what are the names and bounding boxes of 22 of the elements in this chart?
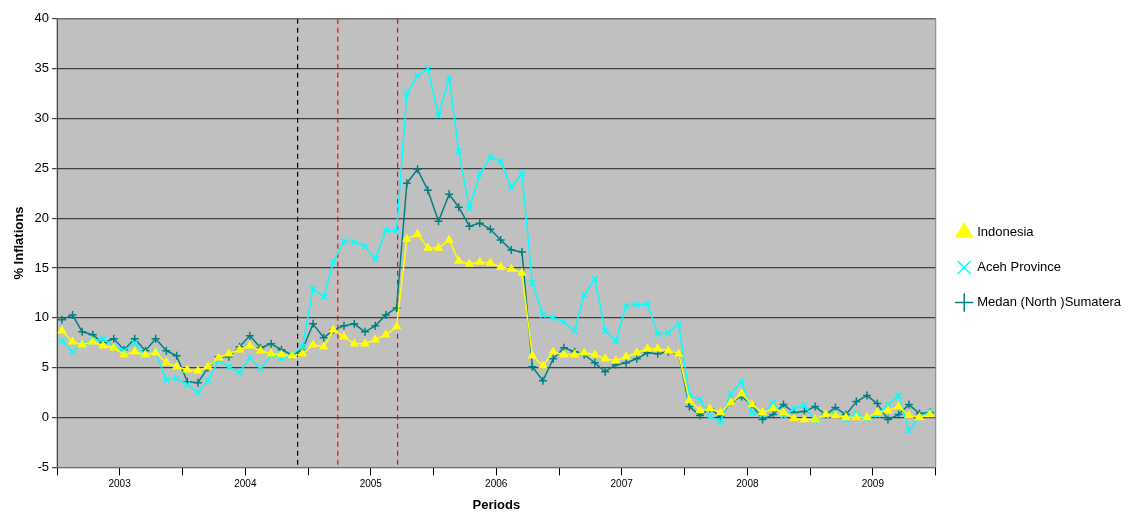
y-tick-label: 0 [41,409,50,425]
x-tick-label: 2007 [610,478,634,490]
y-tick-label: 25 [34,159,50,175]
y-tick-label: 15 [34,259,50,275]
x-tick-label: 2008 [736,478,759,490]
x-tick-label: 2003 [108,478,132,490]
x-axis-title: Periods [472,496,521,512]
y-tick-label: 5 [41,359,50,375]
y-tick-label: 30 [34,110,50,126]
y-tick-label: 10 [34,309,50,325]
legend-label: Aceh Province [977,259,1062,275]
y-tick-label: 40 [34,10,50,26]
x-tick-label: 2009 [861,478,885,490]
y-tick-label: 35 [34,60,50,76]
x-tick-label: 2004 [234,478,257,490]
y-axis-title: % Inflations [11,206,27,280]
x-tick-label: 2006 [485,478,508,490]
x-tick-label: 2005 [359,478,383,490]
legend-label: Medan (North )Sumatera [977,294,1122,310]
y-tick-label: 20 [34,209,50,225]
legend-label: Indonesia [977,224,1035,240]
y-tick-label: -5 [37,458,50,474]
